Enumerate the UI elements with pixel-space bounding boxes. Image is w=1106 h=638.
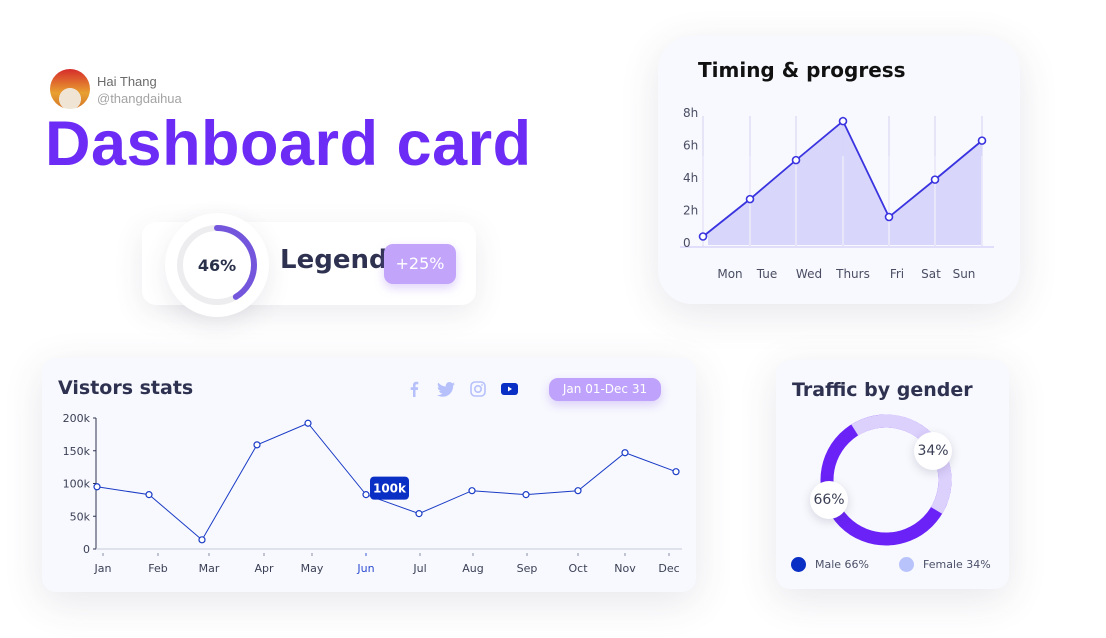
svg-text:Sun: Sun [953, 267, 976, 281]
female-legend-label: Female 34% [923, 558, 991, 571]
progress-ring [177, 225, 257, 305]
timing-chart: 0 2h 4h 6h 8h Mon Tue Wed Thurs Fri Sat Sun [680, 106, 994, 281]
svg-text:Mon: Mon [717, 267, 742, 281]
svg-text:200k: 200k [63, 412, 91, 425]
female-legend-dot [899, 557, 914, 572]
svg-text:May: May [301, 562, 324, 575]
author-name: Hai Thang [97, 74, 157, 89]
date-range-picker[interactable]: Jan 01-Dec 31 [549, 378, 661, 401]
timing-title: Timing & progress [698, 58, 906, 82]
female-percent-bubble: 34% [914, 432, 952, 470]
page-title: Dashboard card [45, 109, 532, 179]
svg-text:150k: 150k [63, 445, 91, 458]
svg-text:Apr: Apr [254, 562, 274, 575]
svg-text:Jan: Jan [94, 562, 112, 575]
svg-text:2h: 2h [683, 204, 698, 218]
svg-text:Sep: Sep [517, 562, 538, 575]
visitors-title: Vistors stats [58, 377, 194, 399]
svg-text:6h: 6h [683, 139, 698, 153]
svg-text:Jun: Jun [356, 562, 374, 575]
svg-text:8h: 8h [683, 106, 698, 120]
svg-text:Dec: Dec [658, 562, 679, 575]
visitors-chart: 0 50k 100k 150k 200k Jan Feb Mar Apr May Jun Jul Aug… [63, 412, 682, 575]
svg-text:Wed: Wed [796, 267, 822, 281]
svg-text:Sat: Sat [921, 267, 941, 281]
author-handle: @thangdaihua [97, 91, 182, 106]
svg-text:Thurs: Thurs [835, 267, 870, 281]
gender-donut-chart [820, 414, 952, 546]
svg-text:Jul: Jul [412, 562, 426, 575]
instagram-icon[interactable] [469, 380, 487, 398]
male-legend-label: Male 66% [815, 558, 870, 571]
progress-value: 46% [197, 256, 237, 275]
svg-text:100k: 100k [63, 478, 91, 491]
svg-text:Fri: Fri [890, 267, 904, 281]
male-legend-dot [791, 557, 806, 572]
svg-text:0: 0 [83, 543, 90, 556]
svg-text:Mar: Mar [199, 562, 220, 575]
traffic-card [776, 360, 1009, 589]
change-badge[interactable]: +25% [384, 244, 456, 284]
legend-label: Legend [280, 245, 388, 275]
facebook-icon[interactable] [406, 380, 422, 398]
traffic-title: Traffic by gender [792, 379, 973, 401]
svg-text:50k: 50k [70, 510, 91, 523]
male-percent-bubble: 66% [810, 481, 848, 519]
svg-text:Oct: Oct [568, 562, 588, 575]
svg-text:0: 0 [683, 236, 691, 250]
avatar [50, 69, 90, 109]
svg-text:Tue: Tue [756, 267, 778, 281]
svg-text:Nov: Nov [614, 562, 636, 575]
svg-text:4h: 4h [683, 171, 698, 185]
svg-text:Feb: Feb [148, 562, 167, 575]
svg-text:Aug: Aug [462, 562, 483, 575]
twitter-icon[interactable] [436, 380, 456, 398]
svg-text:100k: 100k [373, 482, 407, 496]
youtube-icon[interactable] [500, 380, 518, 398]
